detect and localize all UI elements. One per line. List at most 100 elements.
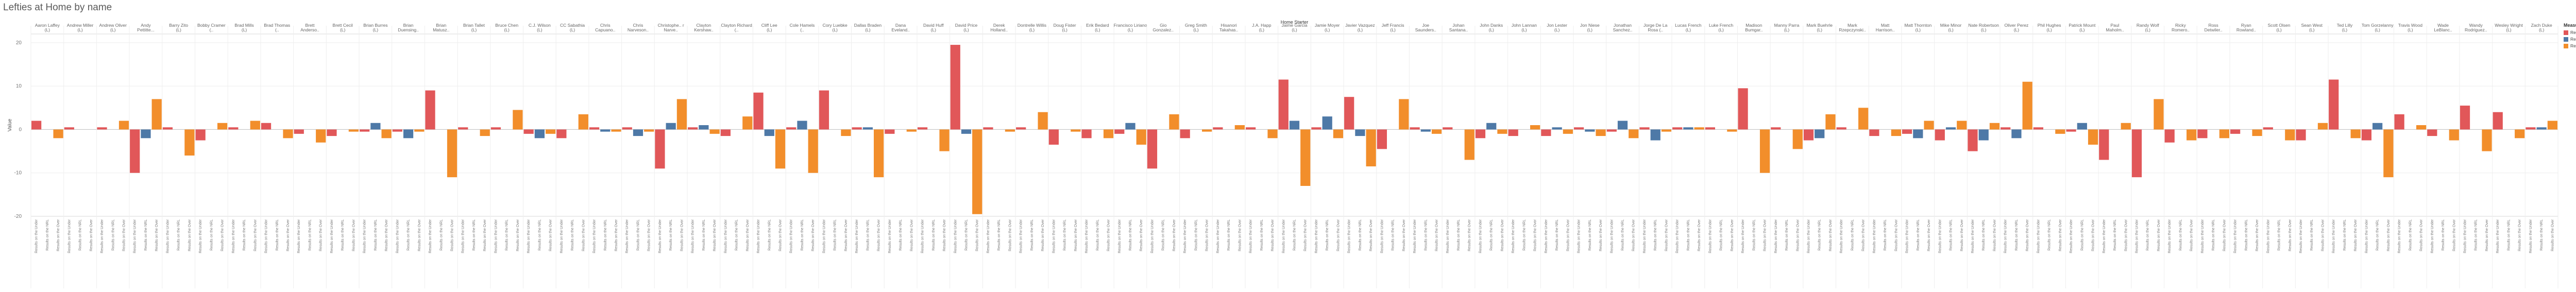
x-tick-label: Results on the NRL <box>866 219 870 251</box>
bar <box>2547 121 2557 130</box>
category-label-line: Jorge De La <box>1643 23 1668 28</box>
category-label-line: Andrew Oliver <box>99 23 127 28</box>
x-tick-label: Results on the Over <box>844 219 848 251</box>
bar <box>874 129 884 178</box>
x-tick-label: Results on the Under <box>67 219 71 253</box>
category-label-line: Harrison.. <box>1876 27 1895 32</box>
category-label-line: (L) <box>767 27 772 32</box>
category-label: Bruce Chen (L) <box>495 23 518 32</box>
bar <box>917 127 928 130</box>
x-tick-label: Results on the Under <box>2103 219 2106 253</box>
bar <box>2460 106 2470 130</box>
legend-item[interactable]: Results on the Under <box>2564 30 2576 35</box>
x-tick-label: Results on the NRL <box>604 219 607 251</box>
x-tick-label: Results on the NRL <box>1687 219 1690 251</box>
category-label-line: Greg Smith <box>1185 23 1207 28</box>
bar <box>1606 129 1617 132</box>
bar <box>786 127 796 130</box>
category-label-line: Chris <box>633 23 643 28</box>
category-label-line: (L) <box>77 27 83 32</box>
bar <box>1366 129 1376 167</box>
x-tick-label: Results on the Under <box>297 219 301 253</box>
x-tick-label: Results on the Over <box>2387 219 2391 251</box>
bar <box>1869 129 1879 136</box>
x-tick-label: Results on the Over <box>1107 219 1111 251</box>
x-tick-label: Results on the Under <box>1085 219 1089 253</box>
category-label-line: (L) <box>1718 27 1724 32</box>
bar <box>1213 127 1223 130</box>
x-tick-label: Results on the Under <box>265 219 268 253</box>
category-label-line: Matusz.. <box>433 27 449 32</box>
category-label: David Price (L) <box>955 23 978 32</box>
category-label-line: (L) <box>931 27 937 32</box>
bar <box>1103 129 1114 139</box>
bar <box>2001 127 2011 130</box>
x-tick-label: Results on the NRL <box>2507 219 2511 251</box>
bar <box>316 129 326 143</box>
bar <box>1639 127 1650 130</box>
x-tick-label: Results on the NRL <box>79 219 82 251</box>
category-label: Nate Robertson (L) <box>1968 23 1999 32</box>
bar <box>2011 129 2022 139</box>
bar <box>2219 129 2229 139</box>
bar <box>556 129 567 139</box>
category-label-line: Scott Olsen <box>2268 23 2291 28</box>
bar <box>1443 127 1453 130</box>
category-label-line: Santana.. <box>1449 27 1468 32</box>
legend-item[interactable]: Results on the Over <box>2564 43 2576 48</box>
category-label: David Huff (L) <box>923 23 944 32</box>
x-tick-label: Results on the Under <box>232 219 235 253</box>
bar <box>1169 114 1179 130</box>
bar <box>392 129 402 132</box>
category-label: Madison Bumgar.. <box>1745 23 1762 32</box>
category-label-line: David Huff <box>923 23 944 28</box>
category-label-line: Anderso.. <box>300 27 319 32</box>
bar <box>1431 129 1442 134</box>
bar <box>1989 123 2000 130</box>
category-label-line: Andrew Miller <box>67 23 94 28</box>
x-tick-label: Results on the NRL <box>2442 219 2445 251</box>
category-label-line: (L) <box>1259 27 1265 32</box>
bar <box>1945 127 1956 130</box>
category-label: Erik Bedard (L) <box>1086 23 1109 32</box>
bar <box>1377 129 1387 149</box>
category-label-line: Bumgar.. <box>1745 27 1762 32</box>
x-tick-label: Results on the NRL <box>636 219 640 251</box>
category-label-line: (L) <box>2014 27 2020 32</box>
bar <box>950 45 960 130</box>
category-label: John Danks (L) <box>1480 23 1503 32</box>
x-tick-label: Results on the Under <box>1512 219 1515 253</box>
x-tick-label: Results on the Under <box>790 219 793 253</box>
x-tick-label: Results on the Under <box>724 219 727 253</box>
category-label-line: Mike Minor <box>1940 23 1962 28</box>
x-tick-label: Results on the Under <box>822 219 826 253</box>
x-tick-label: Results on the Under <box>2398 219 2401 253</box>
bar <box>1333 129 1344 139</box>
bar <box>458 127 468 130</box>
category-label: Jaime Garcia (L) <box>1281 23 1307 32</box>
legend-item[interactable]: Results on the NRL <box>2564 37 2576 42</box>
category-label-line: (L) <box>2539 27 2545 32</box>
x-tick-label: Results on the Under <box>100 219 104 253</box>
bar <box>53 129 63 139</box>
bar <box>2252 129 2262 136</box>
category-label-line: (L) <box>340 27 346 32</box>
category-label-line: Narve.. <box>664 27 677 32</box>
x-tick-label: Results on the Over <box>1173 219 1176 251</box>
bar <box>1005 129 1015 132</box>
x-tick-label: Results on the NRL <box>1096 219 1099 251</box>
bar <box>2088 129 2098 145</box>
bar <box>578 114 588 130</box>
x-tick-label: Results on the NRL <box>702 219 706 251</box>
x-tick-label: Results on the Under <box>2168 219 2172 253</box>
category-label-line: (L) <box>1981 27 1987 32</box>
bar <box>1552 127 1562 130</box>
bar <box>141 129 151 139</box>
x-tick-label: Results on the Under <box>1578 219 1581 253</box>
category-label: Cory Luebke (L) <box>823 23 848 32</box>
x-tick-label: Results on the Over <box>582 219 585 251</box>
category-label-line: Rodriguez.. <box>2465 27 2487 32</box>
x-tick-label: Results on the NRL <box>1555 219 1559 251</box>
category-label: Javier Vazquez (L) <box>1345 23 1375 32</box>
